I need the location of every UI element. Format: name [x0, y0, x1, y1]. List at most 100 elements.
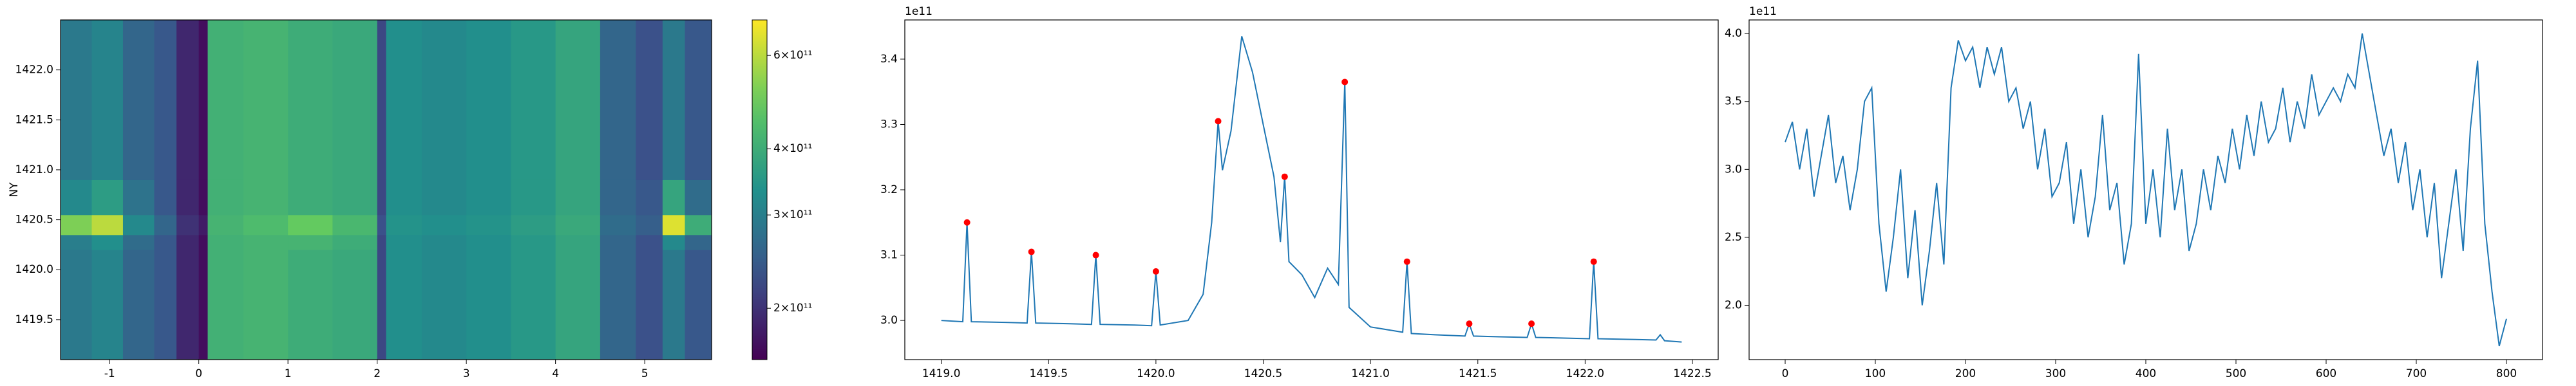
axes-frame — [1748, 19, 2543, 360]
heatmap-cell — [662, 20, 685, 180]
heatmap-cell — [198, 214, 209, 235]
x-tick-label: 1421.0 — [1351, 367, 1389, 380]
heatmap-cell — [421, 214, 467, 235]
y-tick-label: 1421.5 — [15, 113, 53, 126]
peak-marker — [1590, 258, 1597, 265]
heatmap-cell — [61, 234, 92, 250]
heatmap-cell — [288, 214, 333, 235]
heatmap-cell — [466, 20, 511, 180]
heatmap-cell — [511, 250, 556, 360]
heatmap-cell — [288, 20, 333, 180]
heatmap-cell — [377, 234, 386, 250]
heatmap-cell — [662, 179, 685, 216]
heatmap-cell — [288, 234, 333, 250]
heatmap-cell — [122, 179, 155, 216]
heatmap-cell — [511, 234, 556, 250]
heatmap-cell — [332, 20, 378, 180]
heatmap-cell — [332, 179, 378, 216]
x-tick-label: 100 — [1865, 367, 1886, 380]
colorbar-tick-label: 2×10¹¹ — [773, 302, 812, 315]
heatmap-cell — [421, 234, 467, 250]
heatmap-cell — [288, 250, 333, 360]
y-tick-label: 2.0 — [1725, 299, 1742, 312]
x-tick-label: 1419.0 — [922, 367, 960, 380]
heatmap-cell — [600, 214, 636, 235]
heatmap-cell — [511, 214, 556, 235]
y-tick-label: 3.0 — [880, 314, 898, 327]
x-tick-label: 1422.0 — [1566, 367, 1604, 380]
y-tick-label: 1419.5 — [15, 313, 53, 326]
heatmap-cell — [511, 179, 556, 216]
heatmap-cell — [154, 234, 177, 250]
y-tick-label: 3.1 — [880, 249, 898, 262]
heatmap-cell — [176, 250, 200, 360]
peak-marker — [1215, 118, 1222, 125]
line — [941, 36, 1682, 343]
heatmap-cell — [685, 20, 712, 180]
heatmap-cell — [555, 214, 601, 235]
heatmap-cell — [600, 234, 636, 250]
heatmap-cell — [243, 20, 289, 180]
heatmap-cell — [154, 250, 177, 360]
x-tick-label: 500 — [2226, 367, 2246, 380]
heatmap-cell — [61, 250, 92, 360]
heatmap-cell — [600, 20, 636, 180]
y-tick-label: 2.5 — [1725, 231, 1742, 244]
heatmap-cell — [511, 20, 556, 180]
offset-label: 1e11 — [1749, 5, 1777, 18]
peak-marker — [1028, 248, 1035, 255]
heatmap-cell — [685, 250, 712, 360]
heatmap-cell — [207, 20, 244, 180]
heatmap-cell — [386, 20, 422, 180]
y-tick-label: 4.0 — [1725, 27, 1742, 40]
heatmap-cell — [154, 179, 177, 216]
peak-marker — [1152, 268, 1159, 275]
heatmap-cell — [332, 234, 378, 250]
heatmap-cell — [122, 20, 155, 180]
axes-frame — [904, 19, 1719, 360]
heatmap-cell — [600, 179, 636, 216]
heatmap-cell — [685, 234, 712, 250]
heatmap-cell — [154, 214, 177, 235]
heatmap-cell — [288, 179, 333, 216]
peak-marker — [1528, 320, 1535, 327]
offset-label: 1e11 — [905, 5, 933, 18]
x-tick-label: 1420.5 — [1244, 367, 1282, 380]
heatmap-cell — [662, 214, 685, 235]
heatmap-cell — [386, 234, 422, 250]
x-tick-label: 0 — [195, 367, 202, 380]
heatmap-cell — [466, 250, 511, 360]
x-tick-label: 800 — [2496, 367, 2517, 380]
heatmap-cell — [91, 250, 124, 360]
heatmap-cell — [555, 250, 601, 360]
heatmap-cell — [207, 214, 244, 235]
heatmap-cell — [466, 179, 511, 216]
y-tick-label: 1420.5 — [15, 214, 53, 226]
x-tick-label: 5 — [641, 367, 649, 380]
x-tick-label: 300 — [2045, 367, 2066, 380]
x-tick-label: 3 — [463, 367, 470, 380]
heatmap-cell — [243, 179, 289, 216]
y-tick-label: 3.3 — [880, 118, 898, 131]
peak-marker — [963, 219, 971, 226]
heatmap-cell — [662, 250, 685, 360]
heatmap-cell — [176, 214, 200, 235]
x-tick-label: 2 — [374, 367, 381, 380]
y-tick-label: 1420.0 — [15, 263, 53, 276]
x-tick-label: 1 — [285, 367, 292, 380]
x-tick-label: -1 — [104, 367, 115, 380]
heatmap-cell — [421, 250, 467, 360]
heatmap-cell — [386, 214, 422, 235]
heatmap-cell — [122, 234, 155, 250]
heatmap-cell — [198, 20, 209, 180]
heatmap-cell — [243, 214, 289, 235]
y-tick-label: 3.4 — [880, 53, 898, 66]
peak-marker — [1403, 258, 1410, 265]
heatmap-cell — [636, 250, 663, 360]
heatmap-cell — [685, 179, 712, 216]
heatmap-cell — [600, 250, 636, 360]
heatmap-cell — [91, 179, 124, 216]
x-tick-label: 1421.5 — [1459, 367, 1497, 380]
heatmap-cell — [421, 179, 467, 216]
